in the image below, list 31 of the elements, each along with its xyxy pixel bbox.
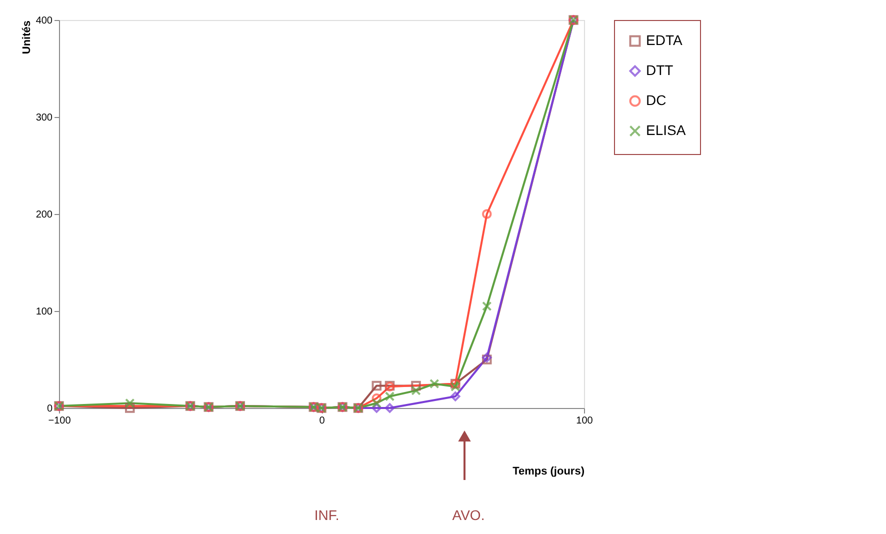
text: INF. bbox=[314, 507, 340, 523]
legend-label: DC bbox=[646, 92, 666, 108]
point bbox=[411, 380, 421, 391]
legend-label: DTT bbox=[646, 62, 674, 78]
x-tick-label: 0 bbox=[319, 416, 326, 426]
y-tick-label: 400 bbox=[36, 16, 53, 26]
point bbox=[450, 391, 460, 402]
x-axis-title: Temps (jours) bbox=[512, 466, 585, 478]
x-tick-label: 100 bbox=[576, 416, 594, 426]
y-tick-label: 0 bbox=[46, 404, 53, 414]
point bbox=[430, 378, 440, 389]
point bbox=[372, 403, 382, 413]
text: AVO. bbox=[452, 507, 485, 523]
point bbox=[125, 398, 135, 408]
point bbox=[384, 403, 395, 413]
point bbox=[125, 403, 135, 413]
x-tick-label: −100 bbox=[48, 416, 72, 426]
point bbox=[482, 301, 492, 312]
point bbox=[411, 386, 421, 396]
y-tick-label: 200 bbox=[36, 210, 53, 220]
legend-label: EDTA bbox=[646, 32, 683, 48]
point bbox=[450, 382, 460, 392]
y-tick-label: 300 bbox=[36, 112, 53, 124]
legend-label: ELISA bbox=[646, 122, 686, 138]
y-tick-label: 100 bbox=[36, 306, 53, 318]
point bbox=[482, 209, 492, 219]
y-axis-title: Unités bbox=[20, 20, 33, 54]
point bbox=[372, 393, 382, 404]
point bbox=[372, 398, 382, 408]
point bbox=[384, 391, 395, 402]
point bbox=[372, 380, 382, 391]
